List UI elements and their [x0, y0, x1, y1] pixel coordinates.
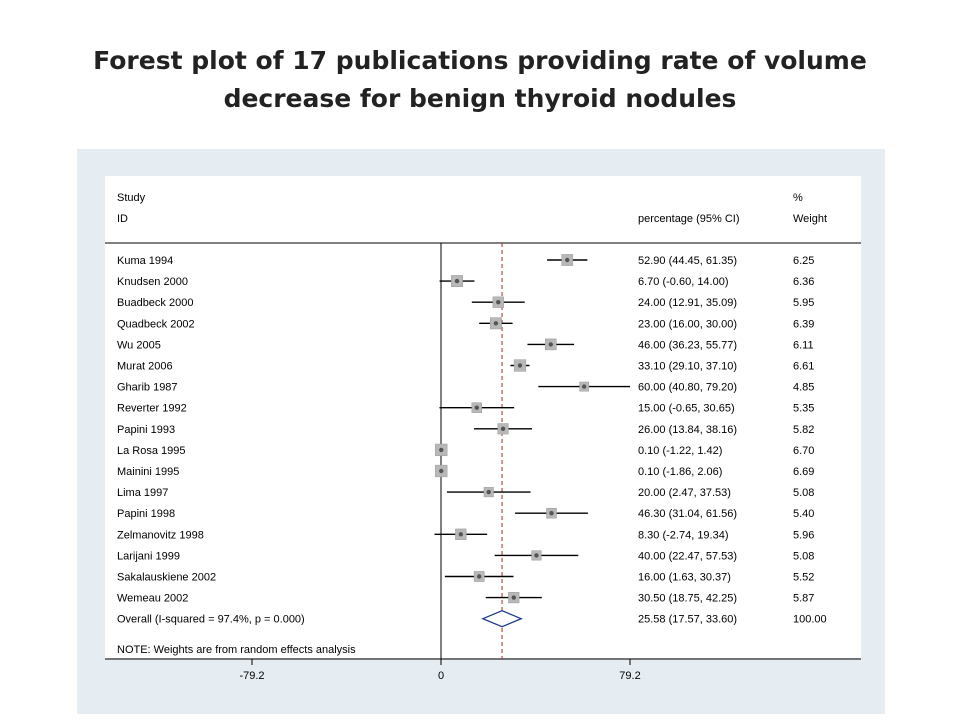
study-ci: 46.00 (36.23, 55.77) — [638, 339, 737, 351]
study-id: Mainini 1995 — [117, 466, 179, 478]
x-tick-label: 79.2 — [619, 670, 640, 682]
point-estimate — [454, 278, 460, 284]
point-estimate — [476, 574, 482, 579]
study-id: Reverter 1992 — [117, 403, 187, 415]
overall-weight: 100.00 — [793, 614, 827, 626]
study-ci: 23.00 (16.00, 30.00) — [638, 318, 737, 330]
study-weight: 6.61 — [793, 361, 814, 373]
study-id: Quadbeck 2002 — [117, 318, 195, 330]
study-id: Papini 1993 — [117, 424, 175, 436]
study-ci: 46.30 (31.04, 61.56) — [638, 508, 737, 520]
overall-ci: 25.58 (17.57, 33.60) — [638, 614, 737, 626]
point-estimate — [534, 553, 539, 558]
study-weight: 5.95 — [793, 297, 814, 309]
point-estimate — [439, 468, 444, 474]
header-id: ID — [117, 213, 128, 225]
header-ci: percentage (95% CI) — [638, 213, 740, 225]
study-id: Wu 2005 — [117, 339, 161, 351]
study-id: Larijani 1999 — [117, 550, 180, 562]
study-weight: 6.70 — [793, 445, 814, 457]
study-ci: 40.00 (22.47, 57.53) — [638, 550, 737, 562]
x-tick-label: -79.2 — [239, 670, 264, 682]
study-weight: 5.87 — [793, 593, 814, 605]
plot-area — [105, 176, 861, 658]
point-estimate — [439, 447, 444, 453]
table-header: Study ID percentage (95% CI) % Weight — [117, 192, 827, 225]
point-estimate — [496, 300, 501, 305]
study-ci: 0.10 (-1.22, 1.42) — [638, 445, 722, 457]
point-estimate — [548, 342, 553, 347]
study-weight: 6.69 — [793, 466, 814, 478]
point-estimate — [549, 511, 554, 516]
overall-diamond — [481, 609, 523, 628]
point-estimate — [458, 532, 464, 537]
study-ci: 0.10 (-1.86, 2.06) — [638, 466, 722, 478]
study-ci: 8.30 (-2.74, 19.34) — [638, 529, 729, 541]
study-id: Knudsen 2000 — [117, 276, 188, 288]
study-weight: 6.25 — [793, 255, 814, 267]
study-weight: 5.08 — [793, 487, 814, 499]
study-rows: Kuma 1994 52.90 (44.45, 61.35) 6.25 Knudsen… — [117, 255, 827, 626]
study-ci: 20.00 (2.47, 37.53) — [638, 487, 731, 499]
study-weight: 6.36 — [793, 276, 814, 288]
study-ci: 24.00 (12.91, 35.09) — [638, 297, 737, 309]
study-ci: 30.50 (18.75, 42.25) — [638, 593, 737, 605]
study-ci: 6.70 (-0.60, 14.00) — [638, 276, 729, 288]
study-weight: 5.52 — [793, 572, 814, 584]
study-id: Lima 1997 — [117, 487, 168, 499]
point-estimate — [581, 384, 587, 389]
point-estimate — [493, 321, 499, 326]
chart-title-line-1: Forest plot of 17 publications providing… — [93, 46, 867, 75]
point-estimate — [517, 363, 523, 368]
forest-marks — [434, 243, 630, 659]
study-ci: 15.00 (-0.65, 30.65) — [638, 403, 735, 415]
study-id: Buadbeck 2000 — [117, 297, 193, 309]
study-id: Gharib 1987 — [117, 382, 178, 394]
study-weight: 4.85 — [793, 382, 814, 394]
study-id: La Rosa 1995 — [117, 445, 186, 457]
study-id: Papini 1998 — [117, 508, 175, 520]
study-weight: 5.40 — [793, 508, 814, 520]
point-estimate — [565, 257, 570, 263]
header-weight-pct: % — [793, 192, 803, 204]
point-estimate — [486, 489, 491, 495]
study-weight: 6.39 — [793, 318, 814, 330]
study-ci: 16.00 (1.63, 30.37) — [638, 572, 731, 584]
x-tick-label: 0 — [438, 670, 444, 682]
study-ci: 52.90 (44.45, 61.35) — [638, 255, 737, 267]
chart-title: Forest plot of 17 publications providing… — [0, 42, 960, 118]
study-id: Sakalauskiene 2002 — [117, 572, 216, 584]
study-weight: 5.35 — [793, 403, 814, 415]
header-weight: Weight — [793, 213, 827, 225]
study-ci: 26.00 (13.84, 38.16) — [638, 424, 737, 436]
x-axis: -79.2 0 79.2 — [239, 659, 641, 682]
study-id: Murat 2006 — [117, 361, 173, 373]
study-id: Kuma 1994 — [117, 255, 173, 267]
study-ci: 33.10 (29.10, 37.10) — [638, 361, 737, 373]
study-weight: 5.82 — [793, 424, 814, 436]
point-estimate — [500, 426, 506, 431]
weights-note: NOTE: Weights are from random effects an… — [117, 644, 356, 656]
overall-id: Overall (I-squared = 97.4%, p = 0.000) — [117, 614, 305, 626]
chart-title-line-2: decrease for benign thyroid nodules — [223, 84, 737, 113]
study-weight: 6.11 — [793, 339, 814, 351]
study-id: Wemeau 2002 — [117, 593, 188, 605]
study-ci: 60.00 (40.80, 79.20) — [638, 382, 737, 394]
header-study: Study — [117, 192, 146, 204]
point-estimate — [511, 595, 516, 600]
point-estimate — [474, 405, 479, 410]
study-weight: 5.96 — [793, 529, 814, 541]
study-id: Zelmanovitz 1998 — [117, 529, 204, 541]
study-weight: 5.08 — [793, 550, 814, 562]
